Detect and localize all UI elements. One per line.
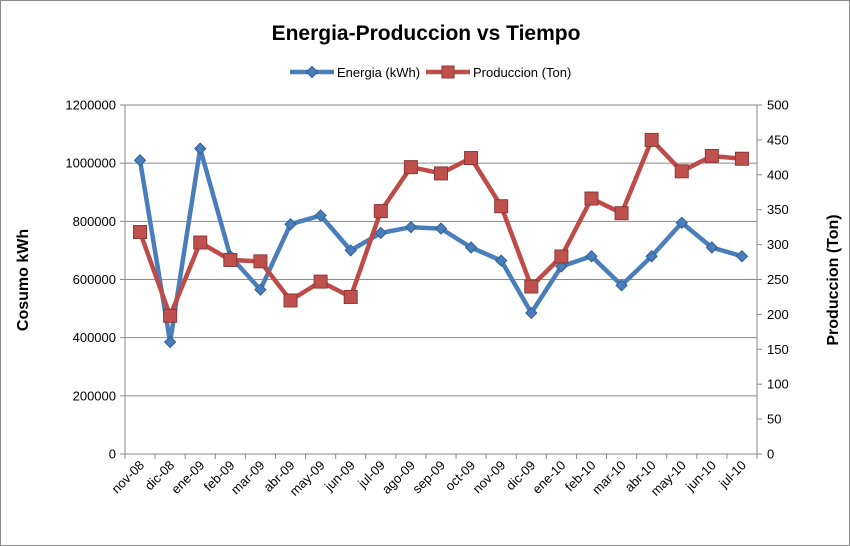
y-axis-left-ticks: 0 200000 400000 600000 800000 1000000 1200000 <box>65 98 116 462</box>
produccion-point <box>163 308 178 323</box>
series-produccion <box>133 132 749 323</box>
x-tick-label: mar-09 <box>228 458 268 498</box>
energia-point <box>254 283 267 296</box>
energia-point <box>615 279 628 292</box>
energia-point <box>194 142 207 155</box>
y-tick-label: 800000 <box>73 214 116 229</box>
y2-tick-label: 0 <box>767 447 774 462</box>
x-axis-ticks: nov-08dic-08ene-09feb-09mar-09abr-09may-… <box>108 458 749 499</box>
series <box>133 132 749 349</box>
energia-point <box>404 220 418 234</box>
y-axis-left-title: Cosumo kWh <box>15 229 32 331</box>
energia-point <box>434 222 448 235</box>
y2-tick-label: 200 <box>767 307 789 322</box>
y2-tick-label: 300 <box>767 237 789 252</box>
energia-point <box>163 335 177 349</box>
produccion-point <box>133 225 148 240</box>
y2-tick-label: 50 <box>767 412 781 427</box>
produccion-point <box>343 289 358 304</box>
y2-tick-label: 250 <box>767 272 789 287</box>
produccion-point <box>704 148 719 163</box>
axes <box>120 104 762 459</box>
x-tick-label: nov-09 <box>470 458 509 497</box>
legend-produccion-label: Produccion (Ton) <box>473 65 571 80</box>
produccion-point <box>373 204 388 219</box>
y2-tick-label: 400 <box>767 167 789 182</box>
energia-point <box>705 241 719 254</box>
produccion-point <box>223 252 238 267</box>
y-tick-label: 1200000 <box>65 98 116 113</box>
x-tick-label: ago-09 <box>379 458 418 497</box>
energia-point <box>133 154 147 167</box>
energia-point <box>284 218 297 231</box>
energia-point <box>675 216 688 229</box>
energia-point <box>645 250 658 263</box>
energia-point <box>735 250 749 263</box>
gridlines <box>125 104 757 397</box>
y-tick-label: 600000 <box>73 272 116 287</box>
x-tick-label: jun-09 <box>321 458 358 495</box>
y-tick-label: 1000000 <box>65 156 116 171</box>
x-tick-label: mar-10 <box>589 458 629 498</box>
produccion-point <box>734 151 749 166</box>
x-tick-label: ene-10 <box>529 458 568 497</box>
series-energia <box>133 142 749 349</box>
produccion-point <box>253 254 268 269</box>
x-tick-label: jun-10 <box>682 458 719 495</box>
x-tick-label: jul-10 <box>715 458 749 492</box>
energia-point <box>555 260 568 273</box>
energia-point <box>374 226 388 240</box>
produccion-point <box>464 151 479 166</box>
energia-point <box>344 244 357 257</box>
y2-tick-label: 500 <box>767 98 789 113</box>
produccion-point <box>554 249 569 264</box>
y2-tick-label: 100 <box>767 377 789 392</box>
produccion-point <box>494 199 509 214</box>
y2-tick-label: 150 <box>767 342 789 357</box>
produccion-point <box>674 164 689 179</box>
energia-point <box>314 209 327 222</box>
legend-produccion-marker <box>441 65 455 79</box>
produccion-point <box>283 293 298 308</box>
x-tick-label: ene-09 <box>168 458 207 497</box>
y-axis-right-title: Produccion (Ton) <box>825 214 842 345</box>
energia-point <box>464 241 478 254</box>
produccion-point <box>193 235 208 250</box>
y2-tick-label: 350 <box>767 202 789 217</box>
x-tick-label: sep-09 <box>409 458 448 497</box>
y-tick-label: 200000 <box>73 388 116 403</box>
produccion-point <box>434 166 448 181</box>
x-tick-label: nov-08 <box>108 458 147 497</box>
produccion-point <box>313 274 328 289</box>
produccion-point <box>644 132 659 147</box>
legend: Energia (kWh) Produccion (Ton) <box>290 65 571 80</box>
chart-title: Energia-Produccion vs Tiempo <box>272 22 581 45</box>
energia-point <box>494 254 508 267</box>
energia-point <box>525 306 538 320</box>
produccion-point <box>403 160 418 175</box>
energia-point <box>585 250 598 263</box>
y-tick-label: 400000 <box>73 330 116 345</box>
y-tick-label: 0 <box>109 447 116 462</box>
y-axis-right-ticks: 0 50 100 150 200 250 300 350 400 450 500 <box>767 98 789 462</box>
legend-energia-marker <box>305 65 319 79</box>
legend-energia-label: Energia (kWh) <box>337 65 420 80</box>
y2-tick-label: 450 <box>767 132 789 147</box>
produccion-point <box>614 206 629 221</box>
produccion-point <box>524 279 539 294</box>
produccion-point <box>584 191 599 206</box>
